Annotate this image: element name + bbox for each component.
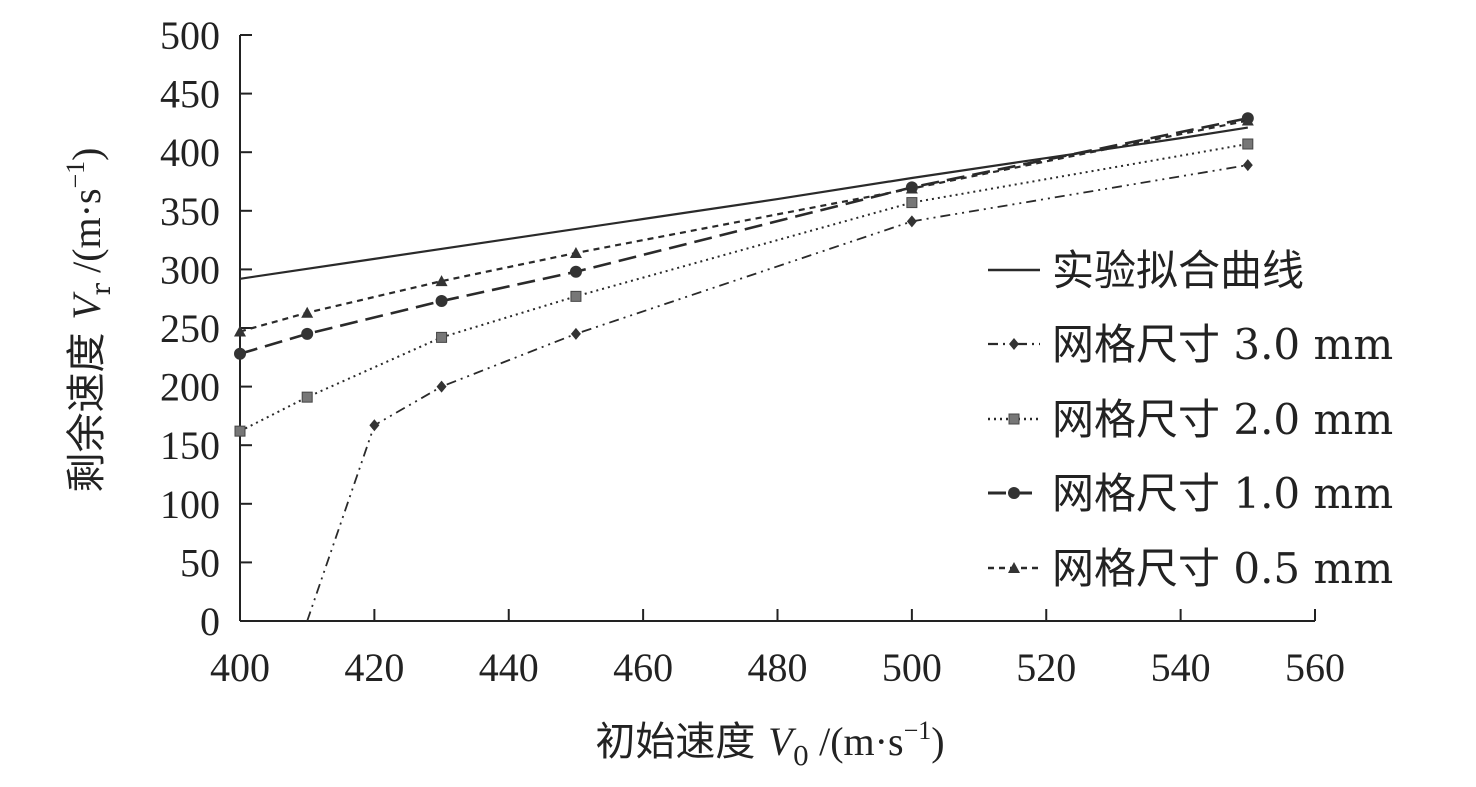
y-tick-label: 0 <box>200 599 220 644</box>
legend-entry: 网格尺寸 2.0 mm <box>988 395 1393 444</box>
series-5 <box>234 114 1254 337</box>
data-point <box>906 215 917 228</box>
data-point <box>435 295 448 308</box>
series-line <box>239 143 1248 433</box>
legend-marker <box>1008 413 1020 425</box>
data-point <box>301 391 313 403</box>
y-tick-label: 500 <box>160 13 220 58</box>
series-3 <box>234 138 1254 437</box>
data-point <box>234 325 246 337</box>
y-tick-label: 350 <box>160 189 220 234</box>
series-line <box>239 116 1249 356</box>
data-point <box>569 265 582 278</box>
y-tick-label: 450 <box>160 72 220 117</box>
data-point <box>436 380 447 393</box>
data-point <box>570 327 581 340</box>
series-line <box>239 119 1249 333</box>
y-tick-label: 400 <box>160 130 220 175</box>
legend-marker <box>1008 487 1020 499</box>
plot-area <box>234 112 1254 622</box>
x-tick-label: 540 <box>1151 645 1211 690</box>
y-axis-label: 剩余速度 Vr /(m·s−1) <box>61 147 117 492</box>
legend-entry: 网格尺寸 3.0 mm <box>988 320 1393 369</box>
x-tick-label: 400 <box>210 645 270 690</box>
legend-label: 网格尺寸 0.5 mm <box>1052 544 1393 593</box>
x-axis-label: 初始速度 V0 /(m·s−1) <box>595 716 944 772</box>
y-tick-label: 150 <box>160 423 220 468</box>
data-point <box>234 347 246 360</box>
legend-marker <box>1009 338 1019 350</box>
data-point <box>436 331 448 343</box>
data-point <box>905 182 918 194</box>
legend-label: 网格尺寸 1.0 mm <box>1052 469 1393 518</box>
data-point <box>301 306 314 318</box>
x-tick-label: 440 <box>479 645 539 690</box>
series-2 <box>306 159 1253 622</box>
y-tick-label: 50 <box>180 540 220 585</box>
series-1 <box>239 126 1248 280</box>
legend-entry: 实验拟合曲线 <box>988 246 1304 295</box>
data-point <box>1241 114 1254 126</box>
x-tick-label: 420 <box>344 645 404 690</box>
legend-label: 网格尺寸 3.0 mm <box>1052 320 1393 369</box>
legend-label: 实验拟合曲线 <box>1052 246 1304 295</box>
data-point <box>906 197 918 209</box>
legend-label: 网格尺寸 2.0 mm <box>1052 395 1393 444</box>
series-line <box>306 164 1248 622</box>
series-line <box>239 126 1248 280</box>
x-tick-label: 460 <box>613 645 673 690</box>
x-tick-label: 520 <box>1016 645 1076 690</box>
tick-labels: 0 50 100 150 200 250 300 350 400 450 500 400 420 440 4… <box>160 13 1345 690</box>
data-point <box>1242 159 1253 172</box>
x-tick-label: 560 <box>1285 645 1345 690</box>
x-tick-label: 500 <box>882 645 942 690</box>
x-tick-label: 480 <box>748 645 808 690</box>
y-tick-label: 300 <box>160 247 220 292</box>
data-point <box>301 327 314 340</box>
data-point <box>570 290 582 302</box>
legend-marker <box>1008 562 1020 573</box>
y-tick-label: 250 <box>160 306 220 351</box>
data-point <box>569 246 582 258</box>
y-tick-label: 100 <box>160 482 220 527</box>
legend-entry: 网格尺寸 0.5 mm <box>988 544 1393 593</box>
y-tick-label: 200 <box>160 365 220 410</box>
data-point <box>435 275 448 287</box>
data-point <box>1242 138 1254 150</box>
legend-entry: 网格尺寸 1.0 mm <box>988 469 1393 518</box>
data-point <box>369 419 380 432</box>
data-point <box>234 425 246 437</box>
